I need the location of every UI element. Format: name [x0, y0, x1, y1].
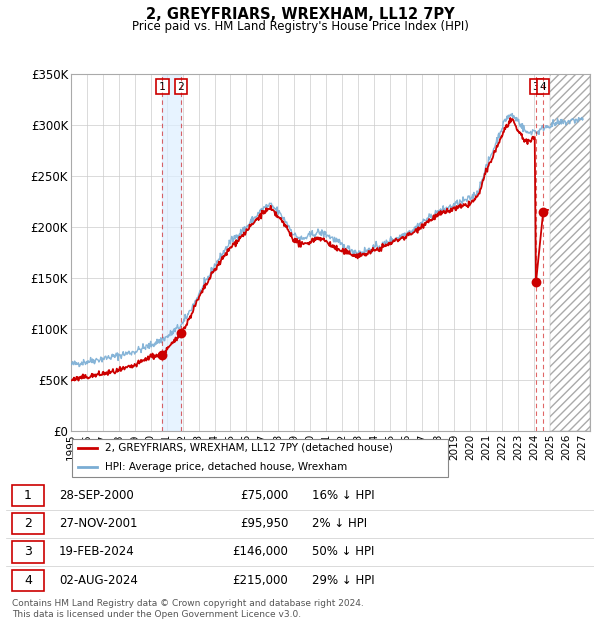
Text: 19-FEB-2024: 19-FEB-2024: [59, 546, 134, 559]
Point: [158, 350, 167, 360]
Point: [176, 328, 186, 338]
Text: 1: 1: [24, 489, 32, 502]
Text: £146,000: £146,000: [232, 546, 288, 559]
Text: 28-SEP-2000: 28-SEP-2000: [59, 489, 134, 502]
Point: [531, 277, 541, 287]
Point: [538, 207, 548, 217]
Text: 2% ↓ HPI: 2% ↓ HPI: [312, 518, 367, 530]
Text: 2, GREYFRIARS, WREXHAM, LL12 7PY (detached house): 2, GREYFRIARS, WREXHAM, LL12 7PY (detach…: [105, 443, 392, 453]
Text: 16% ↓ HPI: 16% ↓ HPI: [312, 489, 374, 502]
Text: 29% ↓ HPI: 29% ↓ HPI: [312, 574, 374, 587]
Text: 50% ↓ HPI: 50% ↓ HPI: [312, 546, 374, 559]
Text: 02-AUG-2024: 02-AUG-2024: [59, 574, 138, 587]
Text: 1: 1: [159, 82, 166, 92]
Bar: [12, 485, 44, 507]
Text: 3: 3: [24, 546, 32, 559]
Text: £95,950: £95,950: [240, 518, 288, 530]
Text: Price paid vs. HM Land Registry's House Price Index (HPI): Price paid vs. HM Land Registry's House …: [131, 20, 469, 33]
Text: 4: 4: [540, 82, 547, 92]
Text: 27-NOV-2001: 27-NOV-2001: [59, 518, 137, 530]
Text: £215,000: £215,000: [232, 574, 288, 587]
Text: 2, GREYFRIARS, WREXHAM, LL12 7PY: 2, GREYFRIARS, WREXHAM, LL12 7PY: [146, 7, 454, 22]
Bar: [550, 74, 590, 431]
Bar: [12, 513, 44, 534]
Text: £75,000: £75,000: [240, 489, 288, 502]
Bar: [163, 74, 181, 431]
Text: 2: 2: [24, 518, 32, 530]
Text: 3: 3: [533, 82, 539, 92]
Text: 4: 4: [24, 574, 32, 587]
Bar: [550, 74, 590, 431]
Text: Contains HM Land Registry data © Crown copyright and database right 2024.
This d: Contains HM Land Registry data © Crown c…: [12, 600, 364, 619]
Text: HPI: Average price, detached house, Wrexham: HPI: Average price, detached house, Wrex…: [105, 463, 347, 472]
Bar: [12, 541, 44, 562]
Text: 2: 2: [178, 82, 184, 92]
FancyBboxPatch shape: [71, 438, 448, 477]
Bar: [12, 570, 44, 591]
